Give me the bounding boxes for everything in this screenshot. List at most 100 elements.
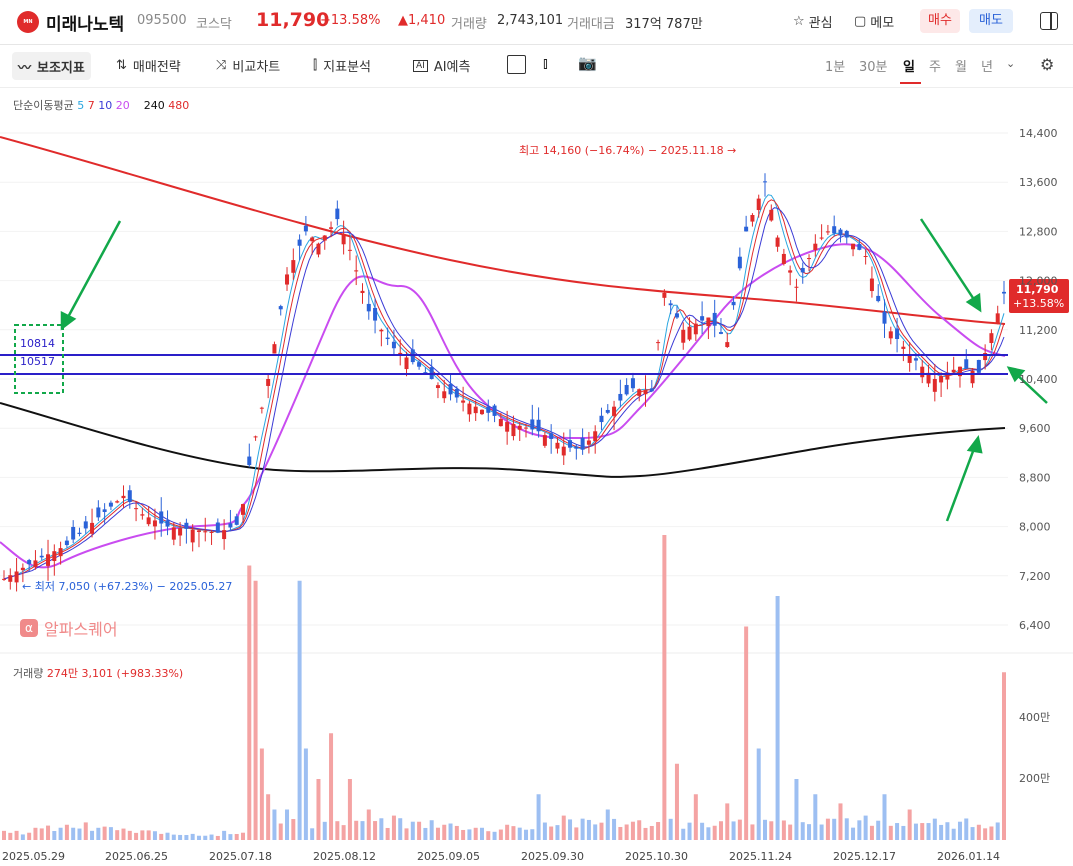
checkbox-icon[interactable]	[507, 55, 526, 74]
volume-bar	[108, 827, 113, 840]
panel-toggle-icon[interactable]	[1040, 12, 1058, 30]
candle	[838, 229, 843, 236]
candle	[341, 234, 346, 245]
period-1min[interactable]: 1분	[825, 60, 846, 75]
candle	[649, 388, 654, 392]
volume-label: 거래량	[451, 17, 487, 32]
candle	[58, 548, 63, 557]
volume-bar	[152, 831, 157, 840]
candle	[196, 530, 201, 532]
candle	[316, 243, 321, 255]
candle	[668, 303, 673, 306]
volume-bar	[725, 803, 730, 840]
camera-icon[interactable]: 📷	[578, 54, 597, 72]
candle	[869, 278, 874, 292]
volume-bar	[190, 833, 195, 840]
date-tick-label: 2025.06.25	[105, 850, 168, 863]
volume-bar	[140, 830, 145, 840]
candle	[492, 405, 497, 416]
volume-bar	[492, 831, 497, 840]
chevron-down-icon[interactable]: ⌄	[1006, 57, 1016, 70]
candle	[819, 237, 824, 239]
candle	[52, 551, 57, 561]
candle	[517, 425, 522, 430]
candle	[373, 307, 378, 321]
current-price: 11,790	[256, 9, 330, 31]
candle	[27, 560, 32, 565]
volume-bar	[291, 819, 296, 840]
candle	[964, 359, 969, 369]
ai-chip-icon: AI	[413, 59, 428, 72]
ma480-label: 480	[168, 99, 190, 112]
candle	[530, 419, 535, 430]
candle	[335, 208, 340, 220]
volume-bar	[895, 823, 900, 840]
indicators-button[interactable]: 〰 보조지표	[12, 52, 91, 80]
volume-bar	[146, 830, 151, 840]
candle	[347, 249, 352, 251]
volume-bar	[536, 794, 541, 840]
candle	[693, 323, 698, 335]
period-day[interactable]: 일	[903, 60, 915, 75]
candle	[605, 409, 610, 413]
candle	[46, 554, 51, 566]
period-week[interactable]: 주	[929, 60, 941, 75]
candle	[807, 258, 812, 260]
volume-bar	[907, 809, 912, 840]
candle	[134, 508, 139, 510]
price-tick-label: 14,400	[1019, 127, 1058, 140]
candle	[800, 267, 805, 273]
strategy-icon: ⇅	[116, 58, 127, 73]
volume-legend: 거래량 274만 3,101 (+983.33%)	[13, 665, 183, 681]
volume-bar	[574, 827, 579, 840]
candle	[379, 329, 384, 332]
volume-bar	[605, 809, 610, 840]
candle	[140, 514, 145, 516]
watch-button[interactable]: ☆ 관심	[793, 12, 833, 31]
volume-bar	[668, 818, 673, 840]
arrow-left-upper	[65, 220, 122, 320]
candle	[706, 317, 711, 327]
candle-analysis-icon: ⫿	[313, 58, 318, 73]
candle	[184, 522, 189, 529]
candle	[486, 406, 491, 413]
watch-label: 관심	[808, 16, 833, 31]
volume-bar	[134, 832, 139, 840]
analysis-button[interactable]: ⫿ 지표분석	[313, 56, 371, 75]
volume-bar	[335, 821, 340, 840]
candle	[618, 393, 623, 401]
volume-bar	[159, 833, 164, 840]
ma-legend: 단순이동평균 5 7 10 20 240 480	[13, 97, 189, 113]
candle	[561, 446, 566, 456]
period-30min[interactable]: 30분	[859, 60, 888, 75]
chart-toolbar	[0, 45, 1073, 88]
candle-type-icon[interactable]: ⫾	[543, 54, 548, 72]
buy-button[interactable]: 매수	[920, 9, 960, 33]
date-tick-label: 2025.09.05	[417, 850, 480, 863]
volume-bar	[712, 825, 717, 840]
volume-bar	[8, 832, 13, 840]
price-chart[interactable]: 10814 10517 최고 14,160 (−16.74%) − 2025.1…	[0, 88, 1073, 866]
volume-bar	[253, 580, 258, 840]
candle	[756, 198, 761, 211]
volume-bar	[297, 580, 302, 840]
candle	[448, 383, 453, 395]
gear-icon[interactable]: ⚙	[1040, 55, 1055, 74]
volume-bar	[555, 825, 560, 840]
candle	[970, 370, 975, 384]
volume-bar	[27, 832, 32, 840]
candle	[385, 337, 390, 340]
strategy-button[interactable]: ⇅ 매매전략	[116, 56, 181, 75]
volume-bar	[781, 820, 786, 840]
memo-button[interactable]: ▢ 메모	[854, 12, 894, 31]
sell-button[interactable]: 매도	[969, 9, 1013, 33]
price-tick-label: 12,800	[1019, 225, 1058, 238]
volume-bar	[844, 818, 849, 840]
ma20-line	[0, 243, 1006, 569]
ai-predict-button[interactable]: AI AI예측	[413, 56, 470, 75]
period-year[interactable]: 년	[981, 60, 993, 75]
compare-button[interactable]: ⤨ 비교차트	[216, 56, 280, 75]
candle	[435, 385, 440, 389]
period-month[interactable]: 월	[955, 60, 967, 75]
candle	[995, 313, 1000, 324]
